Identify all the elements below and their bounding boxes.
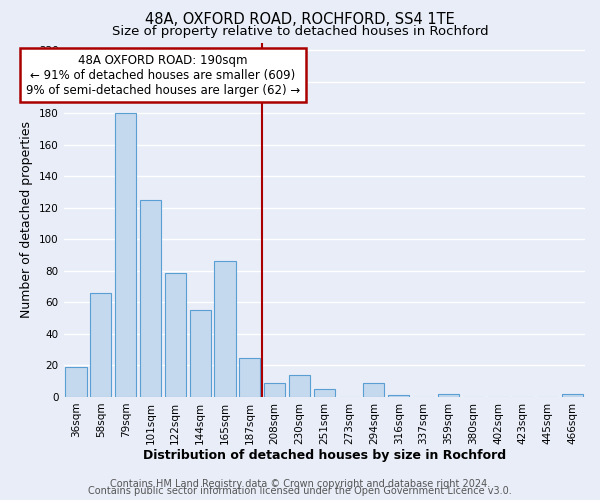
Text: Contains public sector information licensed under the Open Government Licence v3: Contains public sector information licen… — [88, 486, 512, 496]
X-axis label: Distribution of detached houses by size in Rochford: Distribution of detached houses by size … — [143, 450, 506, 462]
Bar — [190, 310, 211, 397]
Bar — [214, 262, 236, 397]
Bar — [65, 367, 86, 397]
Bar — [115, 114, 136, 397]
Bar — [364, 383, 385, 397]
Bar — [140, 200, 161, 397]
Bar — [314, 389, 335, 397]
Y-axis label: Number of detached properties: Number of detached properties — [20, 121, 34, 318]
Bar — [239, 358, 260, 397]
Bar — [289, 375, 310, 397]
Bar — [438, 394, 459, 397]
Bar — [388, 396, 409, 397]
Text: 48A, OXFORD ROAD, ROCHFORD, SS4 1TE: 48A, OXFORD ROAD, ROCHFORD, SS4 1TE — [145, 12, 455, 28]
Text: Contains HM Land Registry data © Crown copyright and database right 2024.: Contains HM Land Registry data © Crown c… — [110, 479, 490, 489]
Bar — [165, 272, 186, 397]
Text: 48A OXFORD ROAD: 190sqm
← 91% of detached houses are smaller (609)
9% of semi-de: 48A OXFORD ROAD: 190sqm ← 91% of detache… — [26, 54, 300, 96]
Bar — [90, 293, 112, 397]
Text: Size of property relative to detached houses in Rochford: Size of property relative to detached ho… — [112, 25, 488, 38]
Bar — [562, 394, 583, 397]
Bar — [264, 383, 285, 397]
